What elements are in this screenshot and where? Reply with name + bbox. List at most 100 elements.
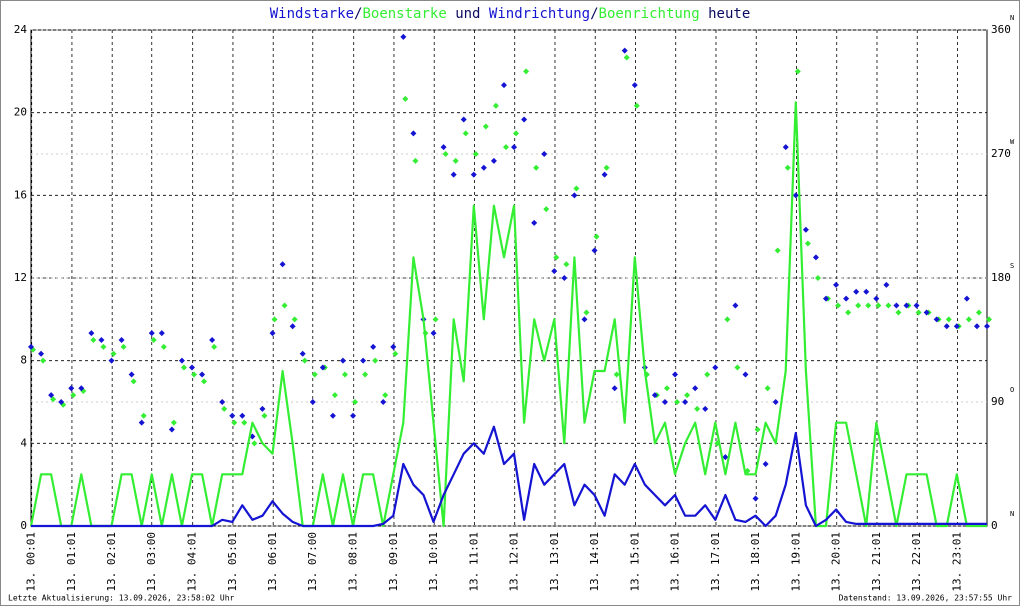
y2-tick-label: 90	[991, 395, 1004, 408]
footer-right: Datenstand: 13.09.2026, 23:57:55 Uhr	[839, 594, 1013, 603]
direction-point	[432, 316, 439, 323]
direction-point	[350, 412, 357, 419]
direction-point	[452, 157, 459, 164]
direction-point	[782, 144, 789, 151]
direction-point	[259, 405, 266, 412]
x-tick-label: 13. 15:01	[628, 532, 641, 592]
x-tick-label: 13. 11:01	[467, 532, 480, 592]
direction-point	[843, 295, 850, 302]
direction-point	[742, 371, 749, 378]
x-tick-label: 13. 13:01	[548, 532, 561, 592]
direction-point	[752, 495, 759, 502]
direction-point	[291, 316, 298, 323]
direction-point	[895, 309, 902, 316]
direction-point	[191, 371, 198, 378]
y-tick-label: 16	[14, 188, 27, 201]
x-tick-label: 13. 21:01	[870, 532, 883, 592]
direction-point	[633, 102, 640, 109]
direction-point	[732, 302, 739, 309]
direction-point	[772, 399, 779, 405]
y-tick-label: 20	[14, 106, 27, 119]
title-series-name: Boenstarke	[362, 6, 446, 22]
direction-point	[150, 337, 157, 343]
direction-point	[965, 316, 972, 323]
direction-point	[724, 316, 731, 323]
x-tick-label: 13. 23:01	[950, 532, 963, 592]
direction-point	[460, 116, 467, 123]
y-tick-label: 8	[20, 354, 27, 367]
y2-compass-label: S	[1010, 262, 1014, 270]
direction-point	[170, 419, 177, 426]
direction-point	[573, 185, 580, 192]
title-join: heute	[700, 6, 751, 22]
y2-tick-label: 360	[991, 23, 1011, 36]
direction-point	[893, 302, 900, 309]
direction-point	[289, 323, 296, 330]
direction-point	[802, 226, 809, 233]
direction-point	[128, 371, 135, 378]
direction-point	[440, 144, 447, 151]
y2-compass-label: O	[1010, 386, 1014, 394]
direction-point	[734, 364, 741, 371]
direction-point	[402, 95, 409, 102]
x-tick-label: 13. 07:00	[306, 532, 319, 592]
title-join: und	[447, 6, 489, 22]
direction-point	[370, 343, 377, 350]
direction-point	[341, 371, 348, 378]
direction-point	[380, 399, 387, 405]
y2-tick-label: 180	[991, 271, 1011, 284]
direction-point	[784, 164, 791, 171]
direction-point	[412, 157, 419, 164]
direction-point	[814, 275, 821, 281]
direction-point	[722, 454, 729, 461]
direction-point	[551, 268, 558, 275]
direction-point	[241, 419, 248, 426]
direction-point	[915, 309, 922, 316]
direction-point	[812, 254, 819, 261]
direction-point	[158, 330, 165, 337]
direction-point	[621, 47, 628, 54]
direction-point	[704, 371, 711, 378]
x-tick-label: 13. 04:01	[186, 532, 199, 592]
x-tick-label: 13. 01:01	[65, 532, 78, 592]
direction-point	[442, 151, 449, 157]
direction-point	[221, 405, 228, 412]
direction-point	[271, 316, 278, 323]
direction-point	[178, 357, 185, 364]
direction-point	[792, 192, 799, 199]
x-tick-label: 13. 18:01	[749, 532, 762, 592]
direction-point	[553, 254, 560, 261]
direction-point	[611, 385, 618, 392]
y-tick-label: 24	[14, 23, 28, 36]
direction-point	[500, 82, 507, 89]
direction-point	[684, 392, 691, 399]
direction-point	[382, 392, 389, 399]
direction-point	[492, 102, 499, 109]
x-tick-label: 13. 19:01	[789, 532, 802, 592]
x-tick-label: 13. 12:01	[508, 532, 521, 592]
direction-point	[883, 281, 890, 288]
x-tick-label: 13. 08:01	[347, 532, 360, 592]
direction-point	[623, 54, 630, 61]
direction-point	[601, 171, 608, 178]
direction-point	[661, 399, 668, 405]
direction-point	[239, 412, 246, 419]
direction-point	[631, 82, 638, 89]
footer-left: Letzte Aktualisierung: 13.09.2026, 23:58…	[8, 594, 235, 603]
direction-point	[299, 350, 306, 357]
direction-point	[58, 399, 65, 405]
direction-point	[98, 337, 105, 343]
direction-point	[48, 392, 55, 399]
direction-point	[543, 206, 550, 213]
direction-point	[100, 343, 107, 350]
direction-point	[229, 412, 236, 419]
direction-point	[682, 399, 689, 405]
direction-point	[702, 405, 709, 412]
y-tick-label: 12	[14, 271, 27, 284]
direction-point	[352, 399, 359, 405]
direction-point	[78, 385, 85, 392]
x-tick-label: 13. 10:01	[427, 532, 440, 592]
direction-point	[108, 357, 115, 364]
direction-point	[563, 261, 570, 268]
